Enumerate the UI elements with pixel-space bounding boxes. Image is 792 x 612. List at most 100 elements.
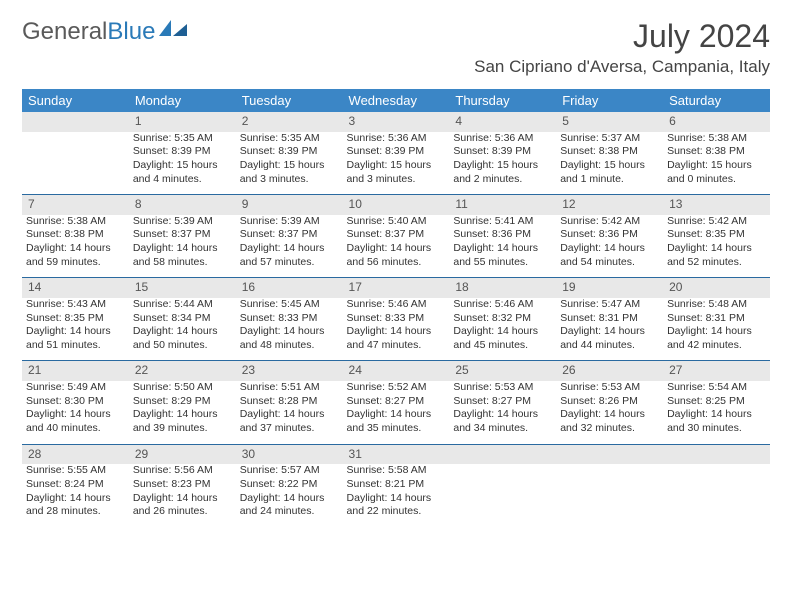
day-number: 4 bbox=[449, 112, 556, 132]
day-number bbox=[556, 444, 663, 464]
sunset-text: Sunset: 8:29 PM bbox=[133, 395, 232, 409]
sunset-text: Sunset: 8:22 PM bbox=[240, 478, 339, 492]
day-number: 21 bbox=[22, 361, 129, 381]
daylight-text: Daylight: 14 hours and 22 minutes. bbox=[347, 492, 446, 519]
calendar-table: Sunday Monday Tuesday Wednesday Thursday… bbox=[22, 89, 770, 527]
sunset-text: Sunset: 8:36 PM bbox=[453, 228, 552, 242]
sunset-text: Sunset: 8:30 PM bbox=[26, 395, 125, 409]
daylight-text: Daylight: 14 hours and 42 minutes. bbox=[667, 325, 766, 352]
day-cell: Sunrise: 5:38 AMSunset: 8:38 PMDaylight:… bbox=[22, 215, 129, 278]
logo: GeneralBlue bbox=[22, 18, 191, 46]
header: GeneralBlue July 2024 San Cipriano d'Ave… bbox=[0, 0, 792, 81]
weekday-header: Friday bbox=[556, 89, 663, 112]
day-number: 13 bbox=[663, 195, 770, 215]
day-number: 18 bbox=[449, 278, 556, 298]
day-number: 1 bbox=[129, 112, 236, 132]
day-number: 23 bbox=[236, 361, 343, 381]
day-cell bbox=[556, 464, 663, 527]
sunset-text: Sunset: 8:37 PM bbox=[133, 228, 232, 242]
day-cell: Sunrise: 5:55 AMSunset: 8:24 PMDaylight:… bbox=[22, 464, 129, 527]
sunrise-text: Sunrise: 5:39 AM bbox=[133, 215, 232, 229]
day-cell: Sunrise: 5:46 AMSunset: 8:32 PMDaylight:… bbox=[449, 298, 556, 361]
logo-sail-icon bbox=[157, 18, 191, 38]
daylight-text: Daylight: 14 hours and 40 minutes. bbox=[26, 408, 125, 435]
daylight-text: Daylight: 14 hours and 54 minutes. bbox=[560, 242, 659, 269]
day-cell: Sunrise: 5:50 AMSunset: 8:29 PMDaylight:… bbox=[129, 381, 236, 444]
sunset-text: Sunset: 8:33 PM bbox=[240, 312, 339, 326]
day-number: 22 bbox=[129, 361, 236, 381]
sunset-text: Sunset: 8:31 PM bbox=[560, 312, 659, 326]
sunrise-text: Sunrise: 5:54 AM bbox=[667, 381, 766, 395]
daylight-text: Daylight: 15 hours and 2 minutes. bbox=[453, 159, 552, 186]
day-number bbox=[663, 444, 770, 464]
day-cell: Sunrise: 5:37 AMSunset: 8:38 PMDaylight:… bbox=[556, 132, 663, 195]
day-number: 26 bbox=[556, 361, 663, 381]
day-content-row: Sunrise: 5:49 AMSunset: 8:30 PMDaylight:… bbox=[22, 381, 770, 444]
weekday-header: Sunday bbox=[22, 89, 129, 112]
daylight-text: Daylight: 14 hours and 45 minutes. bbox=[453, 325, 552, 352]
sunset-text: Sunset: 8:34 PM bbox=[133, 312, 232, 326]
sunset-text: Sunset: 8:37 PM bbox=[240, 228, 339, 242]
day-cell: Sunrise: 5:38 AMSunset: 8:38 PMDaylight:… bbox=[663, 132, 770, 195]
daylight-text: Daylight: 14 hours and 34 minutes. bbox=[453, 408, 552, 435]
day-number bbox=[22, 112, 129, 132]
day-cell: Sunrise: 5:47 AMSunset: 8:31 PMDaylight:… bbox=[556, 298, 663, 361]
title-block: July 2024 San Cipriano d'Aversa, Campani… bbox=[474, 18, 770, 77]
day-cell: Sunrise: 5:53 AMSunset: 8:26 PMDaylight:… bbox=[556, 381, 663, 444]
calendar: Sunday Monday Tuesday Wednesday Thursday… bbox=[0, 81, 792, 527]
sunrise-text: Sunrise: 5:44 AM bbox=[133, 298, 232, 312]
daylight-text: Daylight: 14 hours and 55 minutes. bbox=[453, 242, 552, 269]
daylight-text: Daylight: 14 hours and 26 minutes. bbox=[133, 492, 232, 519]
day-number: 10 bbox=[343, 195, 450, 215]
sunset-text: Sunset: 8:23 PM bbox=[133, 478, 232, 492]
sunrise-text: Sunrise: 5:57 AM bbox=[240, 464, 339, 478]
day-number: 3 bbox=[343, 112, 450, 132]
sunrise-text: Sunrise: 5:45 AM bbox=[240, 298, 339, 312]
day-number: 16 bbox=[236, 278, 343, 298]
sunrise-text: Sunrise: 5:38 AM bbox=[26, 215, 125, 229]
sunset-text: Sunset: 8:25 PM bbox=[667, 395, 766, 409]
daylight-text: Daylight: 14 hours and 58 minutes. bbox=[133, 242, 232, 269]
sunset-text: Sunset: 8:39 PM bbox=[133, 145, 232, 159]
sunrise-text: Sunrise: 5:51 AM bbox=[240, 381, 339, 395]
sunset-text: Sunset: 8:27 PM bbox=[453, 395, 552, 409]
daylight-text: Daylight: 14 hours and 30 minutes. bbox=[667, 408, 766, 435]
day-number: 19 bbox=[556, 278, 663, 298]
daylight-text: Daylight: 14 hours and 47 minutes. bbox=[347, 325, 446, 352]
day-content-row: Sunrise: 5:38 AMSunset: 8:38 PMDaylight:… bbox=[22, 215, 770, 278]
day-number: 8 bbox=[129, 195, 236, 215]
sunset-text: Sunset: 8:24 PM bbox=[26, 478, 125, 492]
day-number: 31 bbox=[343, 444, 450, 464]
day-cell: Sunrise: 5:52 AMSunset: 8:27 PMDaylight:… bbox=[343, 381, 450, 444]
day-cell bbox=[22, 132, 129, 195]
day-cell: Sunrise: 5:40 AMSunset: 8:37 PMDaylight:… bbox=[343, 215, 450, 278]
sunset-text: Sunset: 8:35 PM bbox=[26, 312, 125, 326]
day-cell: Sunrise: 5:45 AMSunset: 8:33 PMDaylight:… bbox=[236, 298, 343, 361]
day-cell: Sunrise: 5:39 AMSunset: 8:37 PMDaylight:… bbox=[129, 215, 236, 278]
daylight-text: Daylight: 14 hours and 39 minutes. bbox=[133, 408, 232, 435]
weekday-header: Saturday bbox=[663, 89, 770, 112]
month-title: July 2024 bbox=[474, 18, 770, 55]
sunset-text: Sunset: 8:38 PM bbox=[560, 145, 659, 159]
day-cell: Sunrise: 5:58 AMSunset: 8:21 PMDaylight:… bbox=[343, 464, 450, 527]
day-cell: Sunrise: 5:57 AMSunset: 8:22 PMDaylight:… bbox=[236, 464, 343, 527]
weekday-header: Thursday bbox=[449, 89, 556, 112]
daylight-text: Daylight: 15 hours and 3 minutes. bbox=[240, 159, 339, 186]
daylight-text: Daylight: 15 hours and 1 minute. bbox=[560, 159, 659, 186]
sunrise-text: Sunrise: 5:43 AM bbox=[26, 298, 125, 312]
sunset-text: Sunset: 8:38 PM bbox=[667, 145, 766, 159]
sunrise-text: Sunrise: 5:52 AM bbox=[347, 381, 446, 395]
daylight-text: Daylight: 14 hours and 37 minutes. bbox=[240, 408, 339, 435]
sunrise-text: Sunrise: 5:37 AM bbox=[560, 132, 659, 146]
sunset-text: Sunset: 8:35 PM bbox=[667, 228, 766, 242]
daylight-text: Daylight: 14 hours and 28 minutes. bbox=[26, 492, 125, 519]
sunrise-text: Sunrise: 5:42 AM bbox=[560, 215, 659, 229]
day-number: 29 bbox=[129, 444, 236, 464]
weekday-header: Wednesday bbox=[343, 89, 450, 112]
day-number: 11 bbox=[449, 195, 556, 215]
daylight-text: Daylight: 14 hours and 59 minutes. bbox=[26, 242, 125, 269]
sunrise-text: Sunrise: 5:41 AM bbox=[453, 215, 552, 229]
day-cell bbox=[449, 464, 556, 527]
daylight-text: Daylight: 14 hours and 32 minutes. bbox=[560, 408, 659, 435]
sunset-text: Sunset: 8:39 PM bbox=[347, 145, 446, 159]
